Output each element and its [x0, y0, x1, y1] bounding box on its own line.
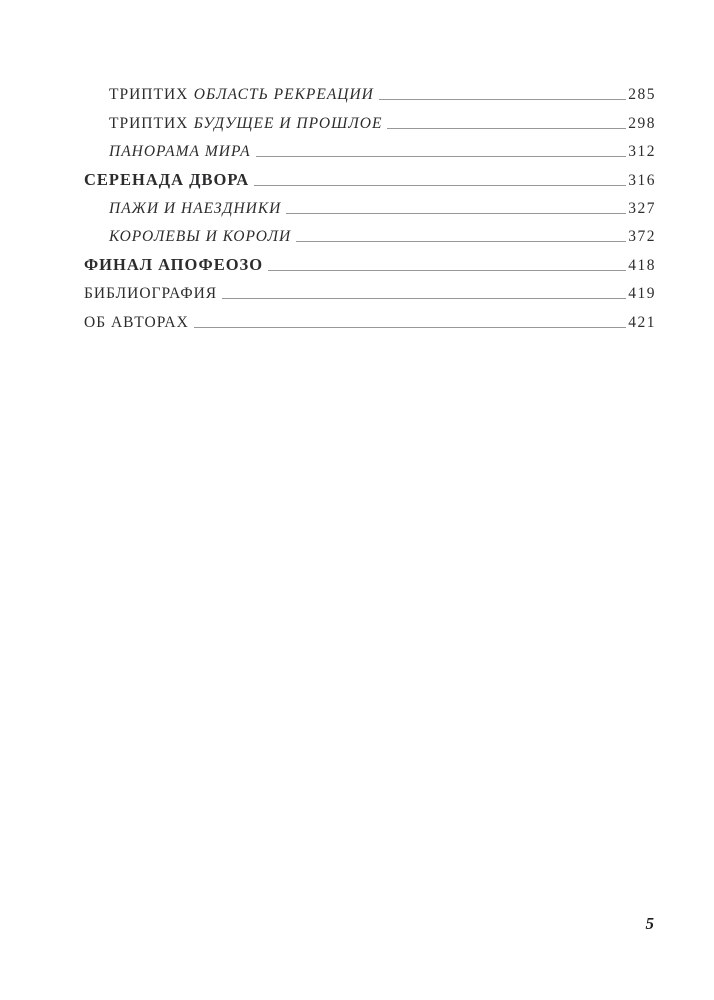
toc-entry: ТРИПТИХ ОБЛАСТЬ РЕКРЕАЦИИ 285 [84, 76, 656, 104]
dot-leader [268, 269, 627, 271]
toc-entry: ПАЖИ И НАЕЗДНИКИ 327 [84, 190, 656, 218]
toc-entry-title: СЕРЕНАДА ДВОРА [84, 169, 250, 189]
dot-leader [222, 298, 627, 300]
toc-page-number: 316 [628, 171, 656, 189]
toc-entry-label: ТРИПТИХ БУДУЩЕЕ И ПРОШЛОЕ [84, 115, 382, 133]
toc-entry-title: КОРОЛЕВЫ И КОРОЛИ [109, 228, 292, 246]
page-number: 5 [645, 914, 655, 933]
toc-entry: ТРИПТИХ БУДУЩЕЕ И ПРОШЛОЕ 298 [84, 104, 656, 132]
toc-entry-prefix: ТРИПТИХ [109, 114, 189, 132]
toc-entry: ПАНОРАМА МИРА 312 [84, 133, 656, 161]
toc-entry: СЕРЕНАДА ДВОРА 316 [84, 161, 656, 189]
toc-entry-prefix: ТРИПТИХ [109, 86, 189, 104]
dot-leader [378, 99, 627, 101]
toc-entry-label: СЕРЕНАДА ДВОРА [84, 170, 249, 190]
toc-page-number: 421 [628, 313, 656, 331]
toc-entry-label: ПАНОРАМА МИРА [84, 143, 251, 161]
toc-entry-title: БИБЛИОГРАФИЯ [84, 285, 218, 303]
dot-leader [254, 184, 627, 186]
toc-page-number: 419 [628, 285, 656, 303]
toc-entry: ФИНАЛ АПОФЕОЗО 418 [84, 246, 656, 274]
toc-entry-label: ПАЖИ И НАЕЗДНИКИ [84, 200, 281, 218]
toc-entry: БИБЛИОГРАФИЯ 419 [84, 275, 656, 303]
toc-entry-label: ФИНАЛ АПОФЕОЗО [84, 255, 263, 275]
toc-entry-label: ТРИПТИХ ОБЛАСТЬ РЕКРЕАЦИИ [84, 86, 374, 104]
toc-entry: КОРОЛЕВЫ И КОРОЛИ 372 [84, 218, 656, 246]
toc-entry: ОБ АВТОРАХ 421 [84, 303, 656, 331]
toc-entry-title: ФИНАЛ АПОФЕОЗО [84, 254, 264, 274]
toc-page-number: 285 [628, 86, 656, 104]
toc-entry-title: ПАЖИ И НАЕЗДНИКИ [109, 199, 282, 217]
toc-page-number: 312 [628, 143, 656, 161]
toc-entry-label: БИБЛИОГРАФИЯ [84, 285, 217, 303]
toc-entry-title: ПАНОРАМА МИРА [109, 143, 251, 161]
toc-entry-title: БУДУЩЕЕ И ПРОШЛОЕ [193, 114, 383, 132]
toc-page-number: 418 [628, 256, 656, 274]
dot-leader [387, 127, 627, 129]
dot-leader [296, 241, 627, 243]
table-of-contents: ТРИПТИХ ОБЛАСТЬ РЕКРЕАЦИИ 285 ТРИПТИХ БУДУ… [84, 76, 656, 332]
dot-leader [193, 326, 627, 328]
dot-leader [286, 212, 627, 214]
toc-page-number: 327 [628, 199, 656, 217]
toc-page-number: 372 [628, 228, 656, 246]
toc-entry-title: ОБЛАСТЬ РЕКРЕАЦИИ [193, 86, 374, 104]
toc-entry-label: КОРОЛЕВЫ И КОРОЛИ [84, 228, 291, 246]
dot-leader [255, 156, 627, 158]
toc-entry-label: ОБ АВТОРАХ [84, 314, 189, 332]
toc-page-number: 298 [628, 114, 656, 132]
toc-entry-title: ОБ АВТОРАХ [84, 313, 189, 331]
